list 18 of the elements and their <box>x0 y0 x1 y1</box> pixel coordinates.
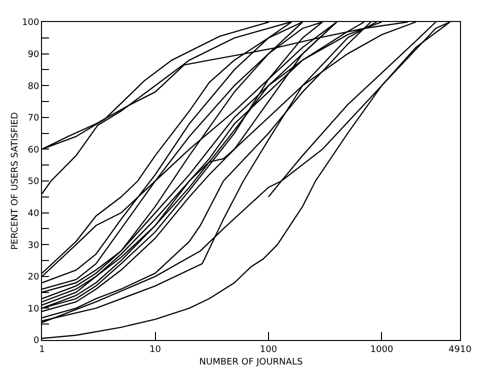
x-tick-label: 1000 <box>370 344 394 355</box>
y-tick-label: 0 <box>33 336 40 346</box>
x-tick-label: 10 <box>150 344 162 355</box>
x-tick-label: 100 <box>260 344 278 355</box>
y-tick-label: 50 <box>28 177 40 188</box>
y-axis-title: PERCENT OF USERS SATISFIED <box>10 112 20 250</box>
y-tick-label: 10 <box>28 304 40 314</box>
y-tick-label: 60 <box>28 145 40 156</box>
y-tick-label: 30 <box>28 240 40 251</box>
y-tick-label: 100 <box>22 18 40 28</box>
x-axis-title: NUMBER OF JOURNALS <box>199 358 303 368</box>
y-tick-label: 20 <box>28 272 40 283</box>
x-tick-label: 4910 <box>448 344 472 355</box>
y-tick-label: 90 <box>28 50 40 60</box>
y-tick-label: 80 <box>28 82 40 92</box>
y-tick-label: 40 <box>28 208 40 219</box>
y-tick-label: 70 <box>28 114 40 124</box>
x-tick-label: 1 <box>39 344 45 355</box>
